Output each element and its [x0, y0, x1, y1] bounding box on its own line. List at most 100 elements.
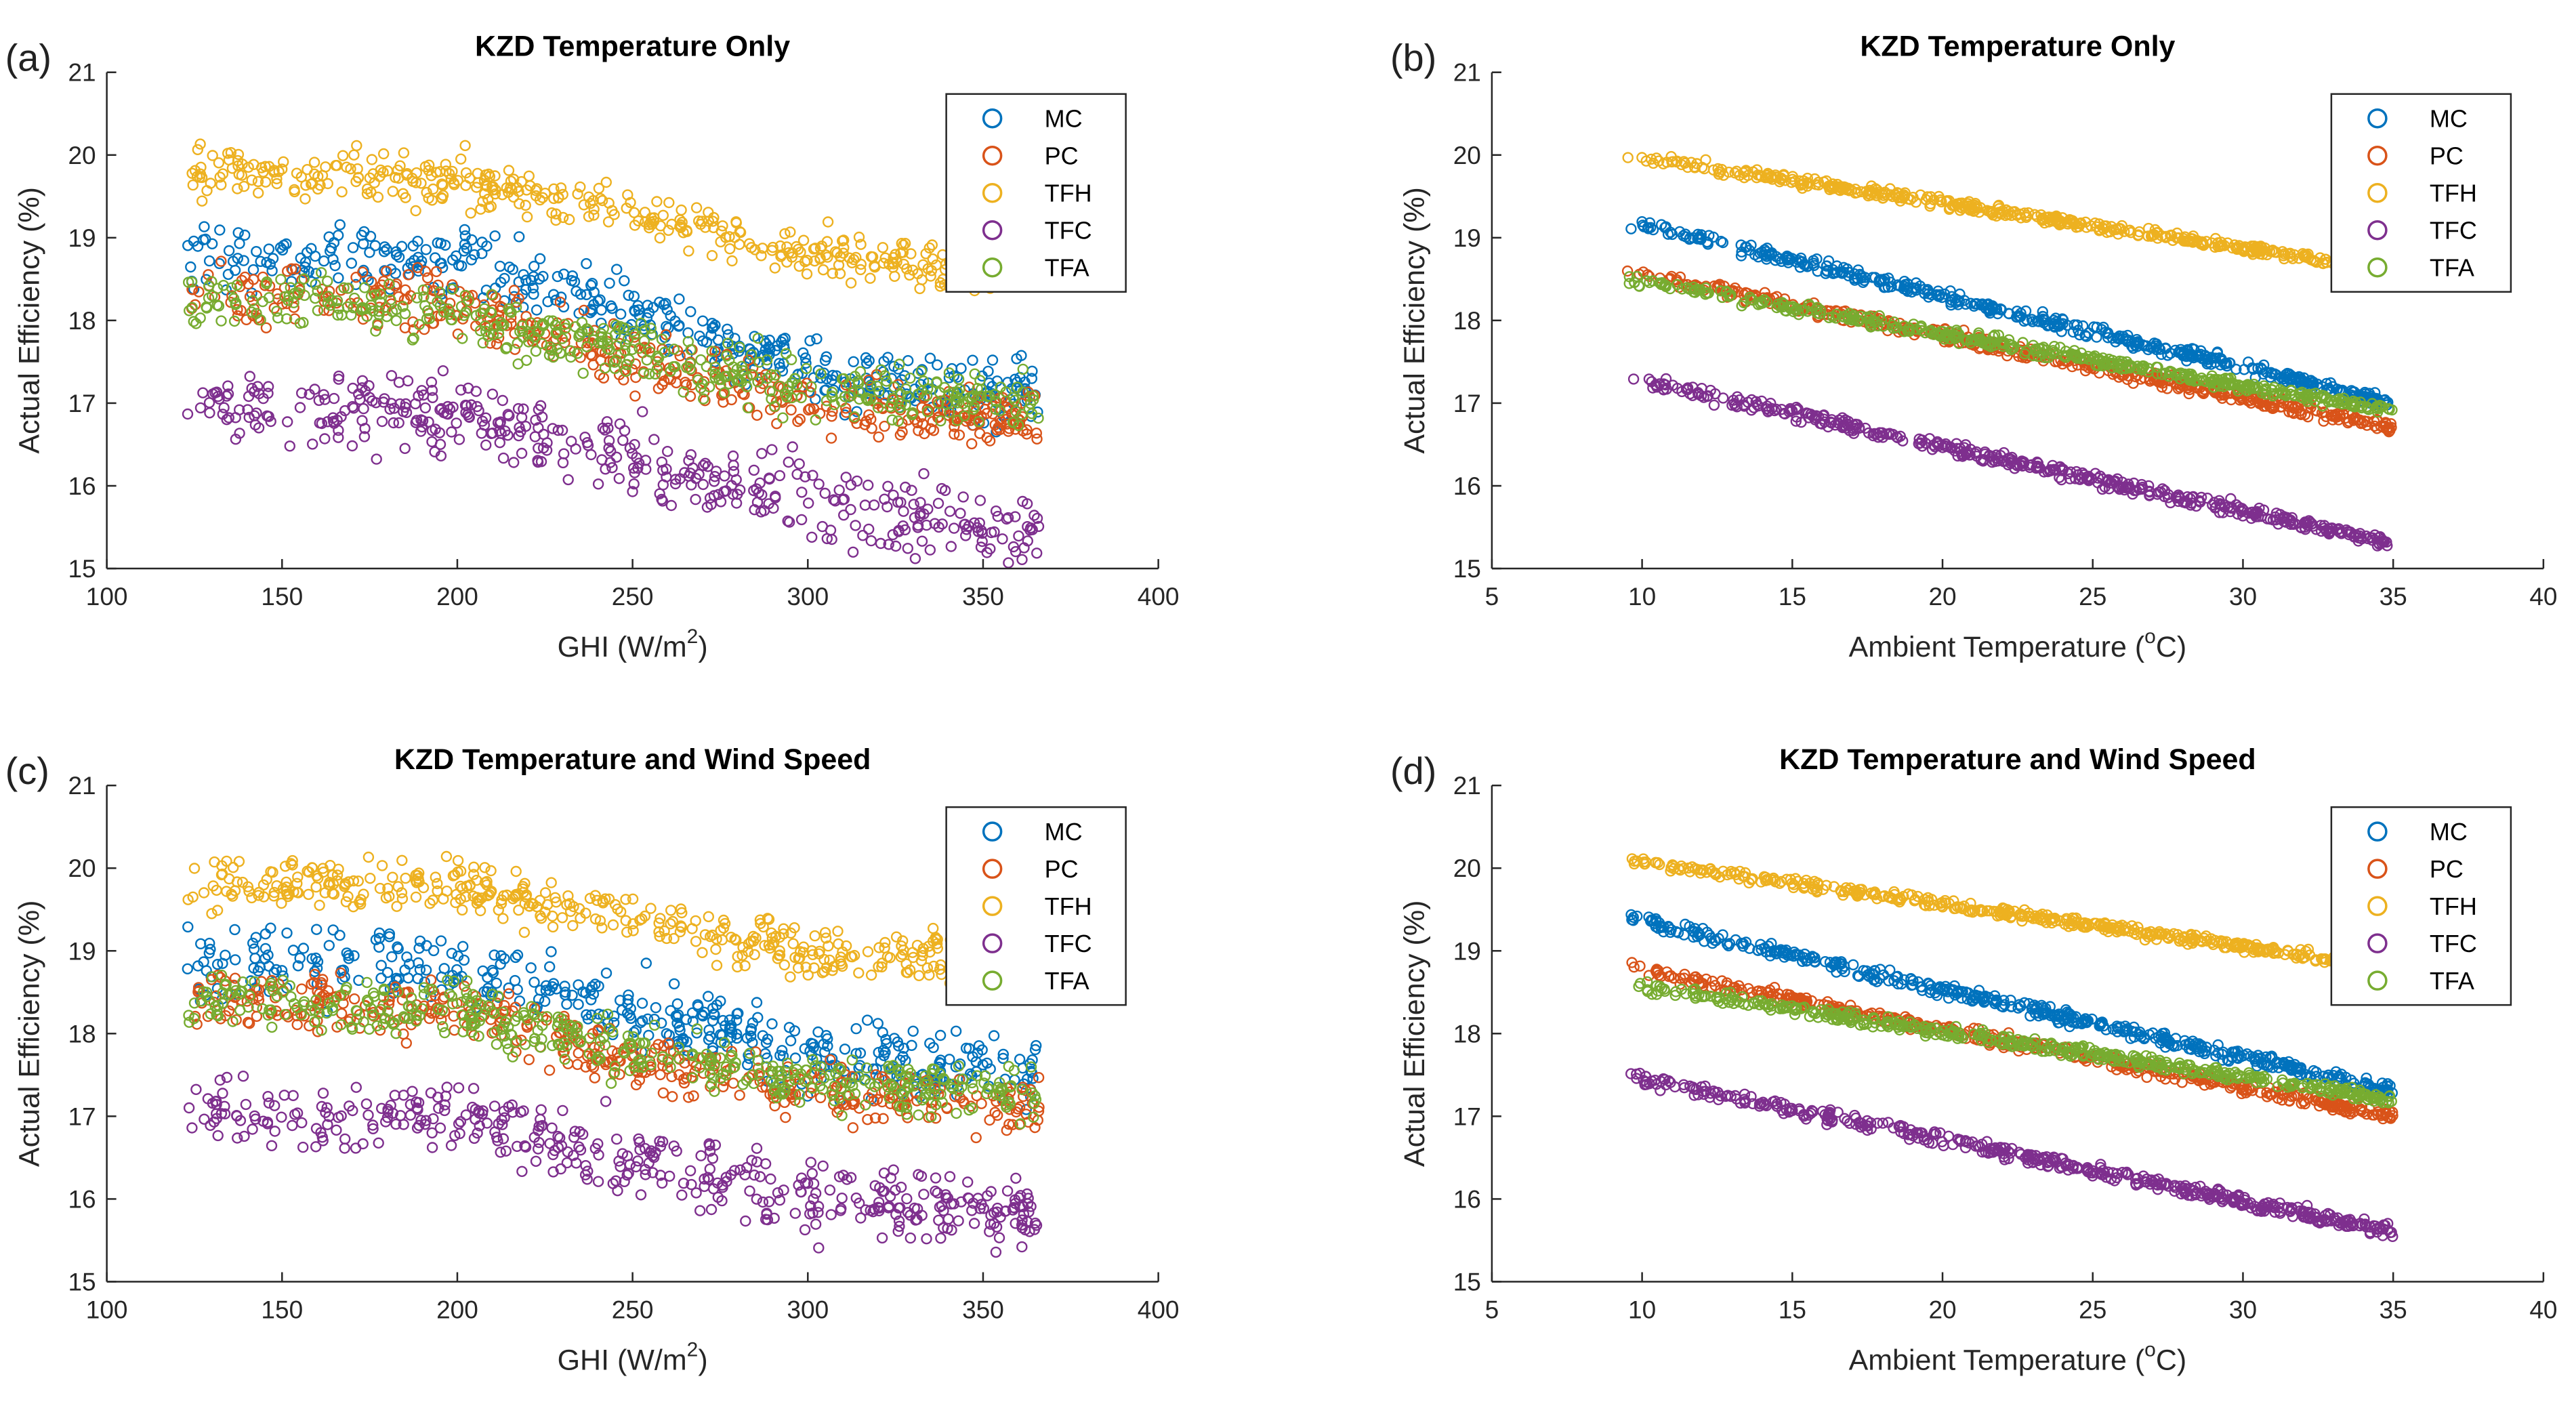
point-tfh	[514, 198, 525, 209]
point-tfh	[460, 167, 472, 179]
point-tfh	[394, 160, 406, 171]
point-tfa	[322, 275, 333, 287]
point-tfc	[204, 407, 215, 419]
point-tfc	[837, 510, 850, 521]
point-tfc	[579, 432, 591, 443]
point-mc	[811, 333, 823, 345]
point-tfc	[921, 519, 932, 531]
point-mc	[861, 1014, 873, 1026]
point-tfc	[909, 553, 921, 564]
point-mc	[436, 257, 447, 269]
x-tick-label: 35	[2380, 583, 2407, 611]
point-tfc	[875, 537, 887, 550]
point-mc	[213, 257, 225, 270]
point-tfh	[421, 186, 432, 199]
point-tfh	[654, 232, 666, 244]
point-tfa	[312, 305, 324, 316]
point-tfh	[838, 242, 850, 253]
point-tfc	[806, 531, 818, 543]
point-tfh	[205, 178, 216, 189]
point-tfc	[857, 530, 869, 541]
point-tfh	[423, 192, 434, 204]
point-mc	[568, 276, 581, 287]
point-pc	[771, 418, 783, 430]
point-tfa	[530, 346, 542, 357]
point-tfh	[523, 170, 535, 182]
point-tfc	[1016, 554, 1028, 565]
point-tfh	[795, 246, 806, 258]
point-mc	[827, 369, 839, 381]
point-tfc	[955, 508, 966, 519]
point-tfc	[840, 472, 852, 483]
point-mc	[531, 304, 543, 316]
point-pc	[193, 286, 205, 297]
point-mc	[785, 1035, 797, 1047]
point-tfc	[530, 414, 541, 426]
point-mc	[815, 372, 827, 384]
point-tfh	[595, 192, 606, 205]
point-tfh	[322, 178, 333, 190]
point-tfh	[452, 175, 463, 186]
point-tfc	[899, 481, 911, 493]
point-mc	[459, 224, 470, 236]
point-mc	[318, 255, 330, 267]
point-tfc	[262, 381, 274, 392]
point-tfh	[927, 253, 938, 265]
point-tfh	[797, 234, 810, 246]
point-tfh	[259, 161, 271, 172]
point-mc	[249, 952, 261, 964]
point-tfh	[455, 153, 467, 165]
point-tfh	[934, 281, 947, 292]
point-mc	[907, 1025, 919, 1037]
point-tfh	[336, 186, 348, 198]
point-tfc	[833, 484, 845, 496]
point-tfc	[1003, 557, 1014, 569]
point-tfh	[585, 198, 596, 209]
point-mc	[545, 946, 557, 957]
point-tfc	[657, 479, 669, 491]
point-tfc	[944, 505, 956, 517]
y-tick-label: 18	[1453, 307, 1481, 335]
point-mc	[263, 243, 275, 255]
point-mc	[476, 236, 488, 248]
point-mc	[435, 935, 447, 947]
point-tfh	[423, 165, 434, 176]
point-mc	[239, 229, 251, 241]
point-tfc	[617, 434, 629, 447]
point-pc	[866, 423, 877, 434]
point-tfc	[859, 499, 871, 511]
point-mc	[456, 260, 468, 272]
point-mc	[203, 255, 215, 267]
point-mc	[573, 998, 584, 1010]
point-mc	[950, 1025, 962, 1037]
point-tfh	[822, 251, 833, 263]
point-mc	[333, 272, 344, 284]
legend-label-tfh: TFH	[2430, 180, 2477, 207]
point-pc	[879, 420, 890, 432]
point-tfh	[252, 176, 264, 188]
point-tfh	[352, 171, 365, 183]
point-tfh	[196, 195, 208, 207]
point-tfc	[726, 480, 738, 491]
point-mc	[575, 289, 587, 300]
point-mc	[671, 998, 684, 1010]
chart-title: KZD Temperature Only	[475, 30, 790, 63]
point-pc	[716, 389, 728, 401]
point-tfc	[863, 523, 875, 535]
point-tfh	[477, 196, 489, 207]
point-mc	[265, 922, 276, 934]
point-tfh	[1622, 152, 1634, 163]
point-pc	[780, 1111, 791, 1123]
point-tfh	[596, 194, 608, 207]
point-mc	[533, 273, 545, 285]
point-tfh	[289, 184, 300, 196]
point-mc	[668, 978, 680, 990]
point-tfc	[502, 409, 514, 420]
point-mc	[525, 274, 537, 287]
x-axis-label-main: Ambient Temperature (	[1849, 631, 2145, 663]
point-tfc	[480, 412, 492, 424]
point-tfh	[834, 268, 846, 279]
point-tfh	[743, 238, 755, 249]
